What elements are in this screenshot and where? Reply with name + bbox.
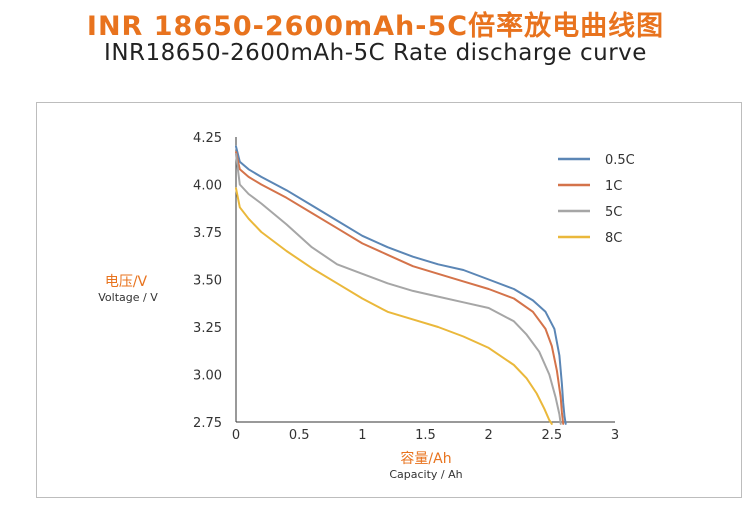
x-tick-label: 0.5 [289, 428, 310, 443]
series-line-8C [235, 187, 553, 425]
x-tick-label: 1.5 [415, 428, 436, 443]
y-tick-label: 3.25 [193, 321, 222, 336]
x-tick-label: 0 [232, 428, 240, 443]
chart-frame [36, 102, 742, 498]
chart-title-en: INR18650-2600mAh-5C Rate discharge curve [104, 40, 647, 66]
y-tick-label: 3.50 [193, 274, 222, 289]
y-tick-label: 4.00 [193, 179, 222, 194]
chart-title-cn: INR 18650-2600mAh-5C倍率放电曲线图 [86, 11, 665, 42]
y-axis-label-en: Voltage / V [98, 291, 158, 304]
series-line-0.5C [235, 145, 567, 425]
x-tick-label: 2 [485, 428, 493, 443]
x-tick-label: 3 [611, 428, 619, 443]
y-tick-label: 3.75 [193, 226, 222, 241]
legend-label: 0.5C [605, 153, 635, 168]
x-axis-label-en: Capacity / Ah [389, 468, 462, 481]
series-line-1C [235, 151, 565, 425]
y-tick-label: 4.25 [193, 131, 222, 146]
legend-label: 5C [605, 205, 622, 220]
legend-label: 8C [605, 231, 622, 246]
series-line-5C [235, 153, 562, 425]
legend-label: 1C [605, 179, 622, 194]
x-tick-label: 2.5 [541, 428, 562, 443]
y-tick-label: 2.75 [193, 416, 222, 431]
y-axis-label-cn: 电压/V [105, 274, 148, 290]
x-axis-label-cn: 容量/Ah [400, 450, 451, 467]
y-tick-label: 3.00 [193, 369, 222, 384]
x-tick-label: 1 [358, 428, 366, 443]
